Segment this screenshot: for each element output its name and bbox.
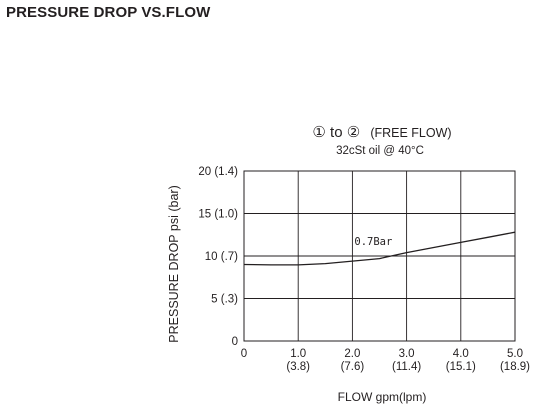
x-tick-sublabel: (3.8): [286, 361, 310, 373]
x-tick-sublabel: (15.1): [446, 361, 476, 373]
x-tick-label: 4.0: [453, 348, 469, 360]
chart-title: ① to ② (FREE FLOW): [312, 124, 451, 141]
x-tick-label: 5.0: [507, 348, 523, 360]
y-axis-label: PRESSURE DROP psi (bar): [167, 185, 181, 342]
x-tick-label: 1.0: [290, 348, 306, 360]
y-tick-label: 0: [232, 336, 238, 348]
y-tick-label: 10 (.7): [205, 251, 238, 263]
x-tick-label: 0: [241, 348, 247, 360]
y-tick-label: 5 (.3): [211, 294, 238, 306]
x-tick-sublabel: (7.6): [341, 361, 365, 373]
y-axis-ticks: 0 5 (.3) 10 (.7) 15 (1.0) 20 (1.4): [198, 166, 238, 348]
x-tick-sublabel: (11.4): [392, 361, 421, 373]
y-tick-label: 15 (1.0): [198, 209, 238, 221]
y-tick-label: 20 (1.4): [198, 166, 238, 178]
x-axis-ticks: 0 1.0(3.8) 2.0(7.6) 3.0(11.4) 4.0(15.1) 5.0(1…: [241, 348, 530, 373]
x-tick-sublabel: (18.9): [500, 361, 530, 373]
chart-title-ports: ① to ②: [312, 124, 360, 141]
chart-subtitle: 32cSt oil @ 40°C: [336, 145, 424, 157]
x-tick-label: 2.0: [344, 348, 360, 360]
series-layer: [243, 231, 516, 266]
page-title: PRESSURE DROP VS.FLOW: [6, 4, 211, 21]
x-tick-label: 3.0: [399, 348, 415, 360]
annotations: 0.7Bar: [354, 236, 392, 248]
grid-lines: [244, 171, 515, 341]
series-line: [243, 231, 516, 266]
x-axis-label: FLOW gpm(lpm): [338, 390, 427, 404]
chart-title-mode: (FREE FLOW): [370, 126, 451, 140]
annotation-label: 0.7Bar: [354, 236, 392, 248]
plot-frame: [243, 170, 516, 342]
